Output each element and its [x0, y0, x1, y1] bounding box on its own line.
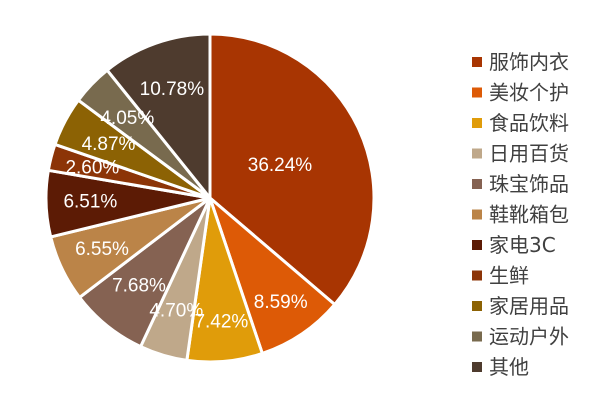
legend-item: 运动户外	[472, 325, 569, 349]
legend-label: 运动户外	[489, 325, 569, 349]
legend-label: 其他	[489, 355, 529, 379]
legend-item: 鞋靴箱包	[472, 203, 569, 227]
legend-item: 其他	[472, 355, 529, 379]
legend-item: 食品饮料	[472, 111, 569, 135]
data-labels: 36.24% 8.59% 7.42%4.70% 7.68% 6.55% 6.51% 2.60…	[63, 79, 312, 332]
legend-item: 服饰内衣	[472, 50, 569, 74]
legend-swatch	[472, 331, 482, 342]
legend-swatch	[472, 270, 482, 281]
legend-item: 生鲜	[472, 264, 529, 288]
legend-swatch	[472, 148, 482, 159]
legend-swatch	[472, 362, 482, 372]
slice-data-label: 8.59%	[254, 292, 308, 313]
legend-label: 服饰内衣	[489, 50, 569, 74]
legend-swatch	[472, 301, 482, 311]
slice-data-label: 7.42%	[194, 312, 248, 333]
legend-label: 珠宝饰品	[489, 172, 569, 196]
slice-data-label: 4.70%	[149, 301, 203, 322]
legend-label: 鞋靴箱包	[489, 203, 569, 227]
legend-item: 家电3C	[472, 233, 556, 257]
slice-data-label: 36.24%	[248, 155, 313, 176]
pie-slice	[208, 32, 376, 306]
legend-swatch	[472, 87, 482, 98]
legend-label: 日用百货	[489, 142, 569, 166]
slice-data-label: 4.87%	[82, 134, 136, 155]
slice-data-label: 6.51%	[63, 192, 117, 213]
slice-data-label: 10.78%	[140, 79, 205, 100]
slice-data-label: 6.55%	[75, 239, 129, 260]
slice-data-label: 7.68%	[112, 276, 166, 297]
legend-label: 家电3C	[489, 233, 556, 257]
legend-label: 家居用品	[489, 294, 569, 318]
legend-swatch	[472, 118, 482, 128]
pie-slice	[208, 196, 337, 355]
legend-swatch	[472, 209, 482, 220]
legend-item: 日用百货	[472, 142, 569, 166]
legend-label: 生鲜	[489, 264, 529, 288]
legend-label: 美妆个护	[489, 81, 569, 105]
legend-item: 美妆个护	[472, 81, 569, 105]
pie-slices	[44, 32, 376, 364]
legend-item: 家居用品	[472, 294, 569, 318]
slice-data-label: 4.05%	[100, 108, 154, 129]
legend-swatch	[472, 57, 482, 67]
pie-slice	[105, 32, 212, 200]
legend-label: 食品饮料	[489, 111, 569, 135]
legend-swatch	[472, 240, 482, 250]
legend-item: 珠宝饰品	[472, 172, 569, 196]
legend-swatch	[472, 179, 482, 189]
slice-data-label: 2.60%	[65, 157, 119, 178]
